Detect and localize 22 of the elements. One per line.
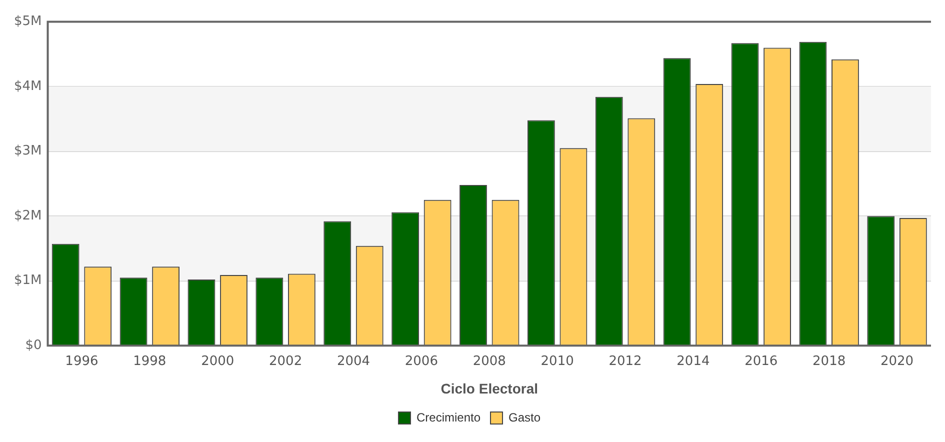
y-tick-label: $1M [14, 273, 42, 288]
y-tick-label: $4M [14, 78, 42, 94]
x-axis-title: Ciclo Electoral [440, 380, 538, 396]
y-tick-label: $0 [25, 338, 42, 353]
x-tick-label: 2010 [540, 354, 574, 369]
x-tick-label: 2000 [201, 354, 234, 369]
legend-label: Gasto [508, 410, 541, 424]
x-tick-label: 2018 [812, 354, 846, 369]
y-tick-label: $2M [14, 208, 42, 224]
x-tick-label: 2002 [269, 354, 302, 369]
x-tick-label: 2020 [880, 354, 914, 369]
y-tick-label: $3M [14, 144, 42, 159]
y-tick-label: $5M [14, 14, 42, 30]
x-tick-label: 2008 [472, 354, 506, 369]
x-tick-label: 2012 [608, 354, 642, 369]
x-tick-label: 2016 [744, 354, 778, 369]
x-tick-label: 1996 [65, 354, 98, 369]
x-tick-label: 2004 [336, 354, 370, 369]
legend-label: Crecimiento [416, 410, 481, 424]
x-tick-label: 2014 [676, 354, 710, 369]
x-tick-label: 2006 [404, 354, 438, 369]
x-tick-label: 1998 [133, 354, 166, 369]
